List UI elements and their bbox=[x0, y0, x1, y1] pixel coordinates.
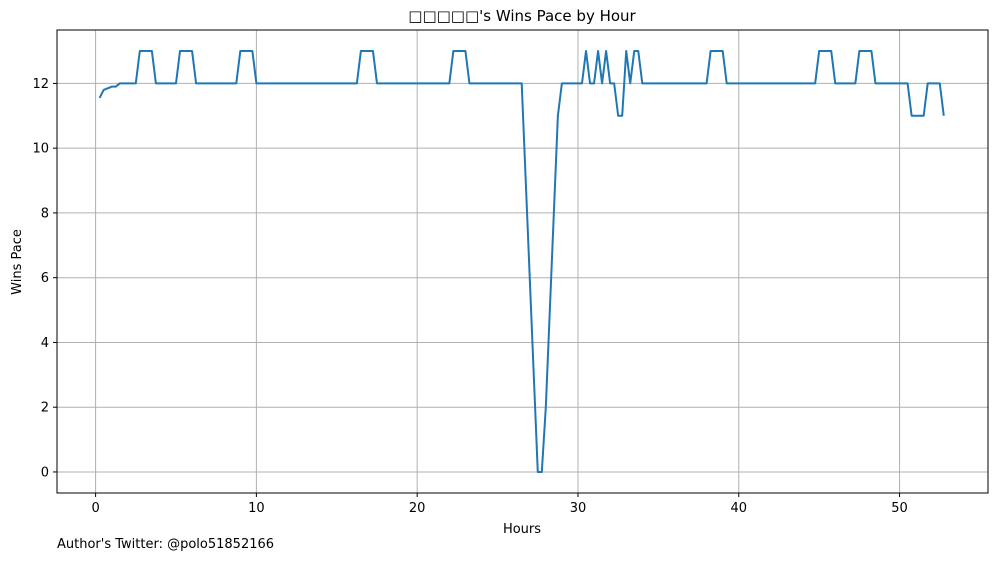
data-point bbox=[452, 50, 454, 52]
data-point bbox=[151, 50, 153, 52]
data-point bbox=[818, 50, 820, 52]
data-point bbox=[191, 50, 193, 52]
data-point bbox=[360, 50, 362, 52]
y-axis-label: Wins Pace bbox=[10, 229, 25, 295]
data-point bbox=[372, 50, 374, 52]
data-point bbox=[585, 50, 587, 52]
data-point bbox=[830, 50, 832, 52]
data-point bbox=[939, 82, 941, 84]
data-point bbox=[521, 82, 523, 84]
data-point bbox=[613, 82, 615, 84]
data-point bbox=[726, 82, 728, 84]
data-point bbox=[601, 82, 603, 84]
data-point bbox=[870, 50, 872, 52]
y-tick-label: 12 bbox=[32, 77, 49, 92]
data-point bbox=[119, 82, 121, 84]
data-point bbox=[629, 82, 631, 84]
y-tick-label: 8 bbox=[41, 206, 49, 221]
data-point bbox=[637, 50, 639, 52]
data-point bbox=[239, 50, 241, 52]
y-tick-label: 10 bbox=[32, 142, 49, 157]
data-point bbox=[175, 82, 177, 84]
data-point bbox=[923, 115, 925, 117]
data-point bbox=[874, 82, 876, 84]
data-point bbox=[858, 50, 860, 52]
data-point bbox=[139, 50, 141, 52]
data-point bbox=[814, 82, 816, 84]
series-group bbox=[98, 50, 945, 473]
data-point bbox=[633, 50, 635, 52]
x-tick-label: 40 bbox=[730, 501, 747, 516]
data-point bbox=[195, 82, 197, 84]
data-point bbox=[706, 82, 708, 84]
data-point bbox=[943, 115, 945, 117]
data-point bbox=[710, 50, 712, 52]
data-point bbox=[854, 82, 856, 84]
data-point bbox=[927, 82, 929, 84]
data-point bbox=[609, 82, 611, 84]
data-point bbox=[111, 86, 113, 88]
data-point bbox=[376, 82, 378, 84]
data-point bbox=[641, 82, 643, 84]
data-point bbox=[541, 471, 543, 473]
x-tick-label: 30 bbox=[570, 501, 587, 516]
data-point bbox=[356, 82, 358, 84]
data-point bbox=[103, 89, 105, 91]
data-point bbox=[621, 115, 623, 117]
x-axis: 0 10 20 30 40 50 bbox=[91, 493, 908, 516]
plot-frame bbox=[56, 29, 989, 494]
data-point bbox=[597, 50, 599, 52]
author-twitter-note: Author's Twitter: @polo51852166 bbox=[57, 537, 275, 552]
data-point bbox=[605, 50, 607, 52]
data-point bbox=[593, 82, 595, 84]
data-point bbox=[545, 406, 547, 408]
data-point bbox=[464, 50, 466, 52]
data-point bbox=[553, 212, 555, 214]
chart-title: □□□□□'s Wins Pace by Hour bbox=[408, 7, 636, 25]
data-point bbox=[255, 82, 257, 84]
data-point bbox=[722, 50, 724, 52]
x-tick-label: 50 bbox=[891, 501, 908, 516]
data-point bbox=[589, 82, 591, 84]
y-tick-label: 0 bbox=[41, 465, 49, 480]
data-point bbox=[179, 50, 181, 52]
data-point bbox=[911, 115, 913, 117]
x-tick-label: 10 bbox=[248, 501, 265, 516]
data-point bbox=[625, 50, 627, 52]
data-point bbox=[135, 82, 137, 84]
data-point bbox=[448, 82, 450, 84]
data-point bbox=[251, 50, 253, 52]
y-axis: 0 2 4 6 8 10 12 bbox=[32, 77, 57, 480]
data-point bbox=[115, 86, 117, 88]
data-point bbox=[557, 115, 559, 117]
data-point bbox=[99, 97, 101, 99]
data-point bbox=[235, 82, 237, 84]
data-point bbox=[834, 82, 836, 84]
data-point bbox=[107, 87, 109, 89]
data-point bbox=[468, 82, 470, 84]
data-point bbox=[617, 115, 619, 117]
y-tick-label: 4 bbox=[41, 336, 49, 351]
wins-pace-line bbox=[98, 50, 945, 473]
data-point bbox=[561, 82, 563, 84]
y-tick-label: 2 bbox=[41, 401, 49, 416]
data-point bbox=[155, 82, 157, 84]
data-point bbox=[537, 471, 539, 473]
x-tick-label: 20 bbox=[409, 501, 426, 516]
x-tick-label: 0 bbox=[91, 501, 99, 516]
data-point bbox=[907, 82, 909, 84]
x-axis-label: Hours bbox=[503, 522, 541, 537]
y-tick-label: 6 bbox=[41, 271, 49, 286]
data-point bbox=[581, 82, 583, 84]
